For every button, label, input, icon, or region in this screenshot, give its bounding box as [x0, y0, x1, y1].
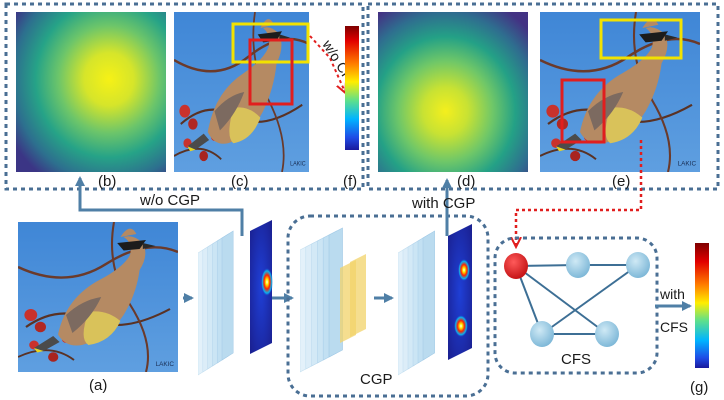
without-cgp-arrow [75, 176, 244, 236]
heatmap-d [378, 12, 528, 172]
cfs-label: CFS [561, 351, 591, 368]
without-cgp-label: w/o CGP [139, 192, 200, 209]
label-a: (a) [89, 377, 107, 394]
graph-node [566, 252, 590, 278]
yellow-box-e [599, 18, 683, 60]
photo-e [540, 12, 700, 172]
cgp-module-box [286, 214, 490, 398]
colorbar-g [695, 243, 709, 368]
label-e: (e) [612, 173, 630, 190]
panel-with-cgp [366, 2, 720, 191]
photo-a [18, 222, 178, 372]
cgp-label: CGP [360, 371, 393, 388]
feature-map-1 [250, 220, 272, 354]
colorbar-f [345, 26, 359, 150]
panel-without-cgp [4, 2, 365, 191]
feature-stack-2 [300, 228, 366, 372]
gating-mask-2 [350, 254, 366, 337]
photo-c [174, 12, 310, 172]
cfs-graph [504, 252, 650, 347]
graph-node [626, 252, 650, 278]
with-cfs-label-2: CFS [660, 319, 688, 335]
without-cfs-arrow [309, 35, 345, 92]
heatmap-b [16, 12, 166, 172]
label-d: (d) [457, 173, 475, 190]
label-f: (f) [343, 173, 357, 190]
red-box-e [560, 78, 606, 144]
label-c: (c) [231, 173, 249, 190]
selected-node [504, 253, 528, 279]
label-b: (b) [98, 173, 116, 190]
graph-node [595, 321, 619, 347]
yellow-box-c [231, 22, 310, 64]
feature-map-3 [448, 224, 472, 360]
graph-node [530, 321, 554, 347]
selection-arrow-to-cfs [516, 140, 643, 246]
feature-stack-1 [198, 220, 273, 375]
label-g: (g) [690, 379, 708, 396]
red-box-c [248, 38, 294, 106]
with-cfs-label-1: with [659, 286, 685, 302]
with-cgp-label: with CGP [411, 195, 475, 212]
feature-stack-3 [398, 224, 472, 375]
